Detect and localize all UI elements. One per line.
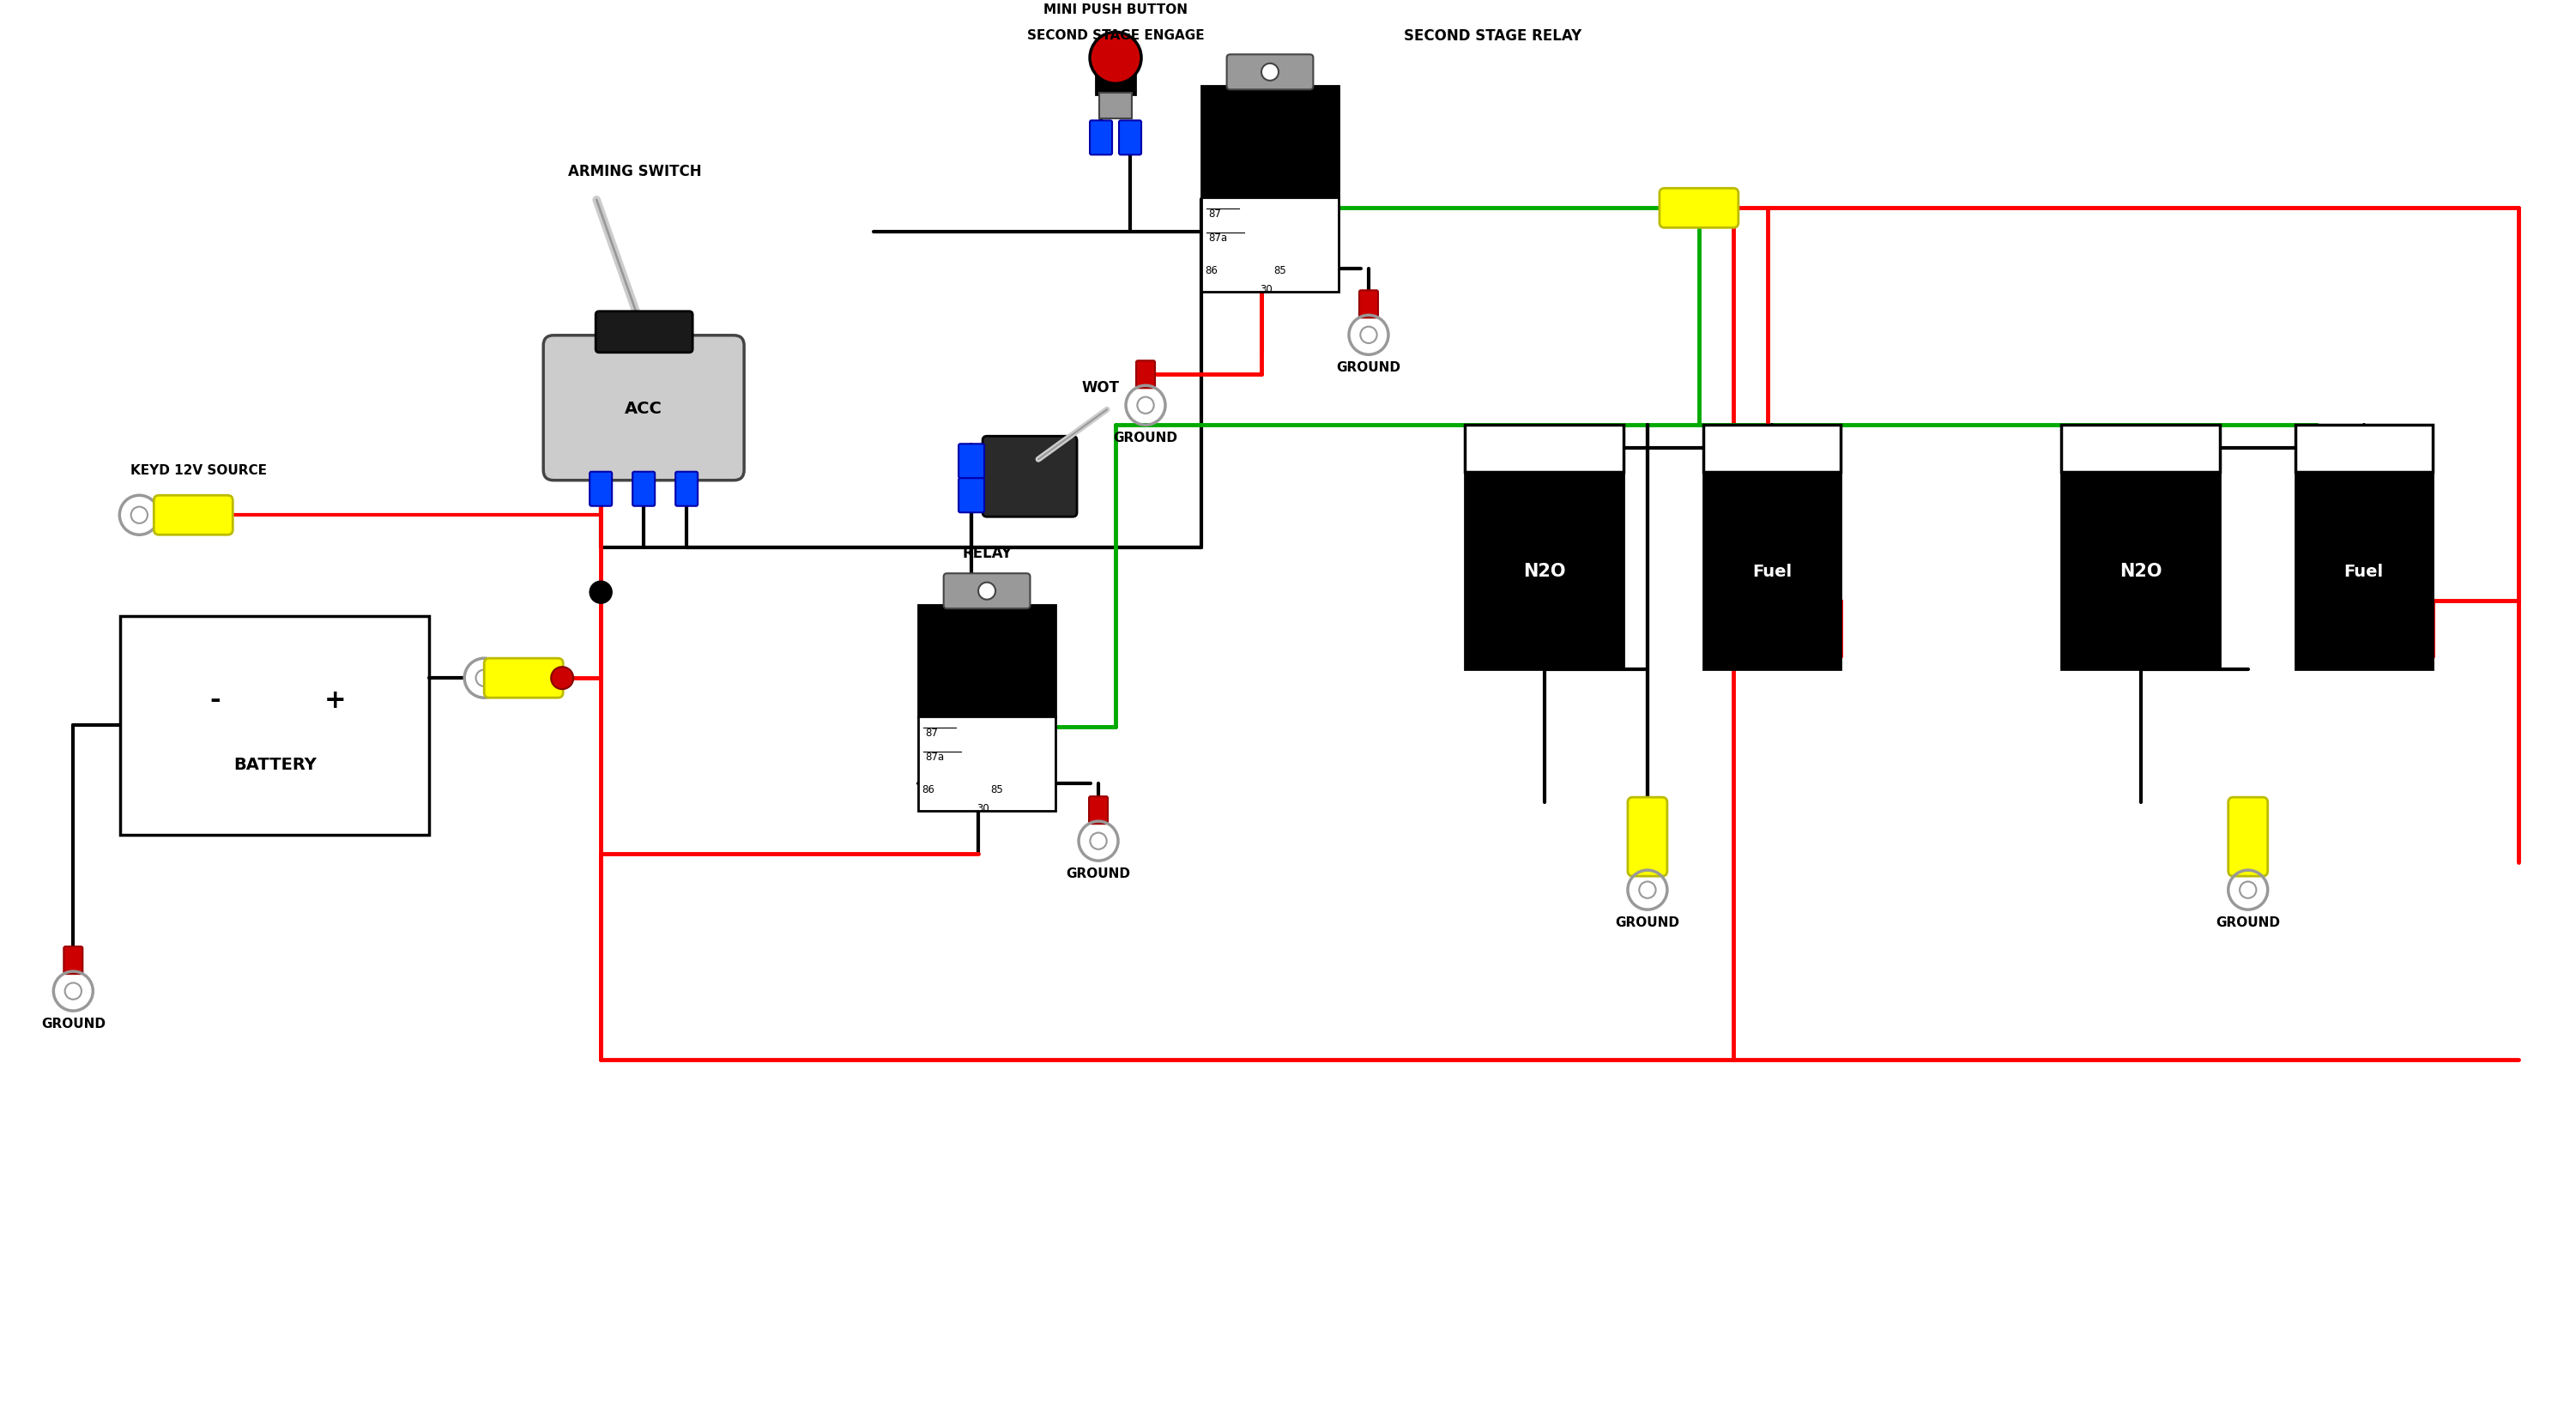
Bar xyxy=(917,605,1056,717)
Text: GROUND: GROUND xyxy=(1066,868,1131,880)
Bar xyxy=(1200,87,1340,199)
Text: RELAY: RELAY xyxy=(961,545,1012,561)
Text: -: - xyxy=(209,687,219,713)
FancyBboxPatch shape xyxy=(1090,797,1108,824)
Bar xyxy=(1100,94,1131,119)
Text: GROUND: GROUND xyxy=(2215,916,2280,929)
FancyBboxPatch shape xyxy=(590,473,613,507)
Circle shape xyxy=(1262,64,1278,81)
Bar xyxy=(1466,473,1623,670)
Text: 87a: 87a xyxy=(1208,233,1226,244)
FancyBboxPatch shape xyxy=(1628,798,1667,876)
Text: 85: 85 xyxy=(989,784,1002,795)
Circle shape xyxy=(979,582,994,601)
FancyBboxPatch shape xyxy=(1118,121,1141,155)
Text: GROUND: GROUND xyxy=(1337,361,1401,373)
FancyBboxPatch shape xyxy=(1136,361,1154,389)
FancyBboxPatch shape xyxy=(675,473,698,507)
Text: MINI PUSH BUTTON: MINI PUSH BUTTON xyxy=(1043,4,1188,17)
Bar xyxy=(2295,473,2432,670)
Text: ACC: ACC xyxy=(626,400,662,416)
Circle shape xyxy=(1090,33,1141,84)
Text: 87: 87 xyxy=(1208,209,1221,220)
FancyBboxPatch shape xyxy=(634,473,654,507)
Text: 30: 30 xyxy=(1260,284,1273,295)
FancyBboxPatch shape xyxy=(2228,798,2267,876)
Text: KEYD 12V SOURCE: KEYD 12V SOURCE xyxy=(131,464,268,477)
FancyBboxPatch shape xyxy=(958,479,984,513)
FancyBboxPatch shape xyxy=(595,312,693,354)
FancyBboxPatch shape xyxy=(155,496,232,535)
Text: SECOND STAGE ENGAGE: SECOND STAGE ENGAGE xyxy=(1028,30,1203,43)
Text: GROUND: GROUND xyxy=(1113,432,1177,444)
Text: SECOND STAGE RELAY: SECOND STAGE RELAY xyxy=(1404,28,1582,44)
Bar xyxy=(2061,426,2221,473)
Text: Fuel: Fuel xyxy=(1752,564,1793,579)
Text: N2O: N2O xyxy=(2120,562,2161,579)
Text: N2O: N2O xyxy=(1522,562,1566,579)
Text: 86: 86 xyxy=(1206,266,1218,277)
Circle shape xyxy=(551,667,574,690)
FancyBboxPatch shape xyxy=(484,659,564,699)
Bar xyxy=(1703,473,1839,670)
Bar xyxy=(2295,426,2432,473)
FancyBboxPatch shape xyxy=(1659,189,1739,229)
Bar xyxy=(121,616,430,835)
Text: +: + xyxy=(325,687,345,713)
Text: Fuel: Fuel xyxy=(2344,564,2383,579)
Circle shape xyxy=(590,582,613,604)
Bar xyxy=(1703,426,1839,473)
Text: 30: 30 xyxy=(976,802,989,814)
Text: GROUND: GROUND xyxy=(1615,916,1680,929)
Text: WOT: WOT xyxy=(1082,381,1118,396)
FancyBboxPatch shape xyxy=(981,437,1077,517)
Bar xyxy=(1466,426,1623,473)
Text: 86: 86 xyxy=(922,784,935,795)
Text: BATTERY: BATTERY xyxy=(234,755,317,772)
Text: 85: 85 xyxy=(1273,266,1285,277)
Text: ARMING SWITCH: ARMING SWITCH xyxy=(569,163,701,179)
FancyBboxPatch shape xyxy=(544,337,744,481)
Text: 87: 87 xyxy=(925,727,938,738)
FancyBboxPatch shape xyxy=(958,444,984,479)
FancyBboxPatch shape xyxy=(64,947,82,974)
Text: GROUND: GROUND xyxy=(41,1017,106,1030)
Bar xyxy=(1095,58,1136,95)
Bar xyxy=(1200,199,1340,293)
FancyBboxPatch shape xyxy=(1226,55,1314,91)
Text: 87a: 87a xyxy=(925,751,943,763)
FancyBboxPatch shape xyxy=(943,574,1030,609)
FancyBboxPatch shape xyxy=(1090,121,1113,155)
Bar xyxy=(917,717,1056,811)
FancyBboxPatch shape xyxy=(1360,291,1378,318)
Bar xyxy=(2061,473,2221,670)
